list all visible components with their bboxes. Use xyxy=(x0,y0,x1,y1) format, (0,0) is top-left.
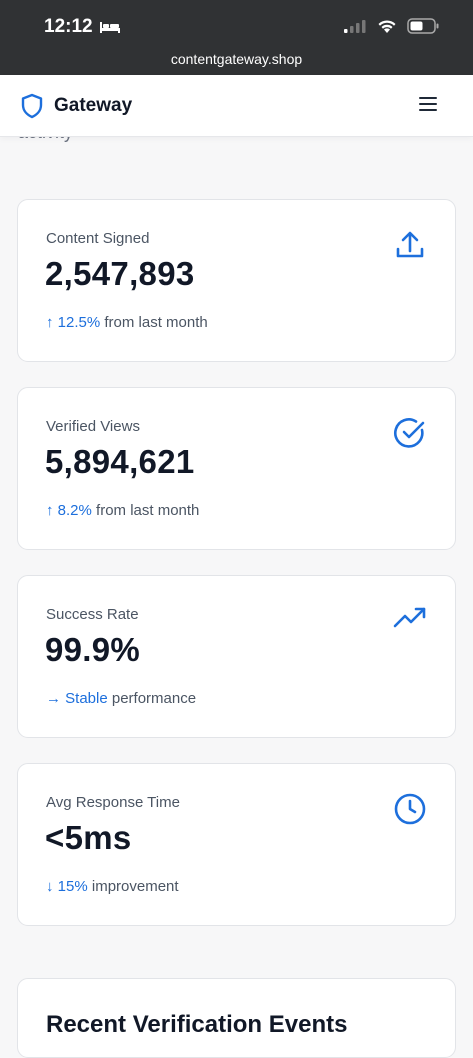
app-title: Gateway xyxy=(54,95,133,116)
status-bar: 12:12 xyxy=(0,0,473,48)
stat-value: 5,894,621 xyxy=(45,443,195,480)
stat-change-suffix: from last month xyxy=(100,314,208,331)
trending-up-icon xyxy=(393,607,426,628)
stat-value: 2,547,893 xyxy=(45,255,195,292)
stat-change-value: ↑ 12.5% xyxy=(46,314,101,331)
shield-icon xyxy=(21,93,43,119)
brand[interactable]: Gateway xyxy=(20,93,132,119)
stat-value: 99.9% xyxy=(45,631,141,668)
stat-change: → Stable performance xyxy=(46,690,196,707)
stat-change: ↑ 8.2% from last month xyxy=(46,502,199,519)
url-bar[interactable]: contentgateway.shop xyxy=(0,48,473,75)
stat-label: Content Signed xyxy=(46,230,150,247)
upload-icon xyxy=(396,231,424,258)
recent-events-card: Recent Verification Events xyxy=(17,978,456,1058)
stat-change-suffix: from last month xyxy=(91,502,200,519)
stat-change-value: ↑ 8.2% xyxy=(46,502,92,519)
signal-icon xyxy=(344,20,366,33)
stat-change: ↑ 12.5% from last month xyxy=(46,314,208,331)
url-text: contentgateway.shop xyxy=(170,51,303,67)
stat-card-content-signed: Content Signed 2,547,893 ↑ 12.5% from la… xyxy=(17,199,456,362)
stat-label: Verified Views xyxy=(46,418,140,435)
clock-icon xyxy=(394,793,426,825)
stat-card-avg-response-time: Avg Response Time <5ms ↓ 15% improvement xyxy=(17,763,456,926)
stat-change-value: ↓ 15% xyxy=(46,878,88,895)
stat-label: Avg Response Time xyxy=(46,794,180,811)
app-header: Gateway xyxy=(0,75,473,137)
stat-label: Success Rate xyxy=(46,606,139,623)
clock-text: 12:12 xyxy=(44,16,93,37)
recent-events-title: Recent Verification Events xyxy=(46,1011,348,1038)
stat-change-suffix: performance xyxy=(107,690,197,707)
wifi-icon xyxy=(378,19,396,33)
battery-icon xyxy=(407,18,439,34)
stat-card-verified-views: Verified Views 5,894,621 ↑ 8.2% from las… xyxy=(17,387,456,550)
stat-change-value: → Stable xyxy=(46,690,108,707)
status-time: 12:12 xyxy=(44,16,121,38)
status-icons xyxy=(343,18,439,34)
check-circle-icon xyxy=(394,418,425,448)
hamburger-menu-icon[interactable] xyxy=(419,97,437,115)
bed-icon xyxy=(99,22,120,33)
stat-change-suffix: improvement xyxy=(87,878,179,895)
stat-card-success-rate: Success Rate 99.9% → Stable performance xyxy=(17,575,456,738)
stat-value: <5ms xyxy=(45,819,132,856)
stat-change: ↓ 15% improvement xyxy=(46,878,179,895)
